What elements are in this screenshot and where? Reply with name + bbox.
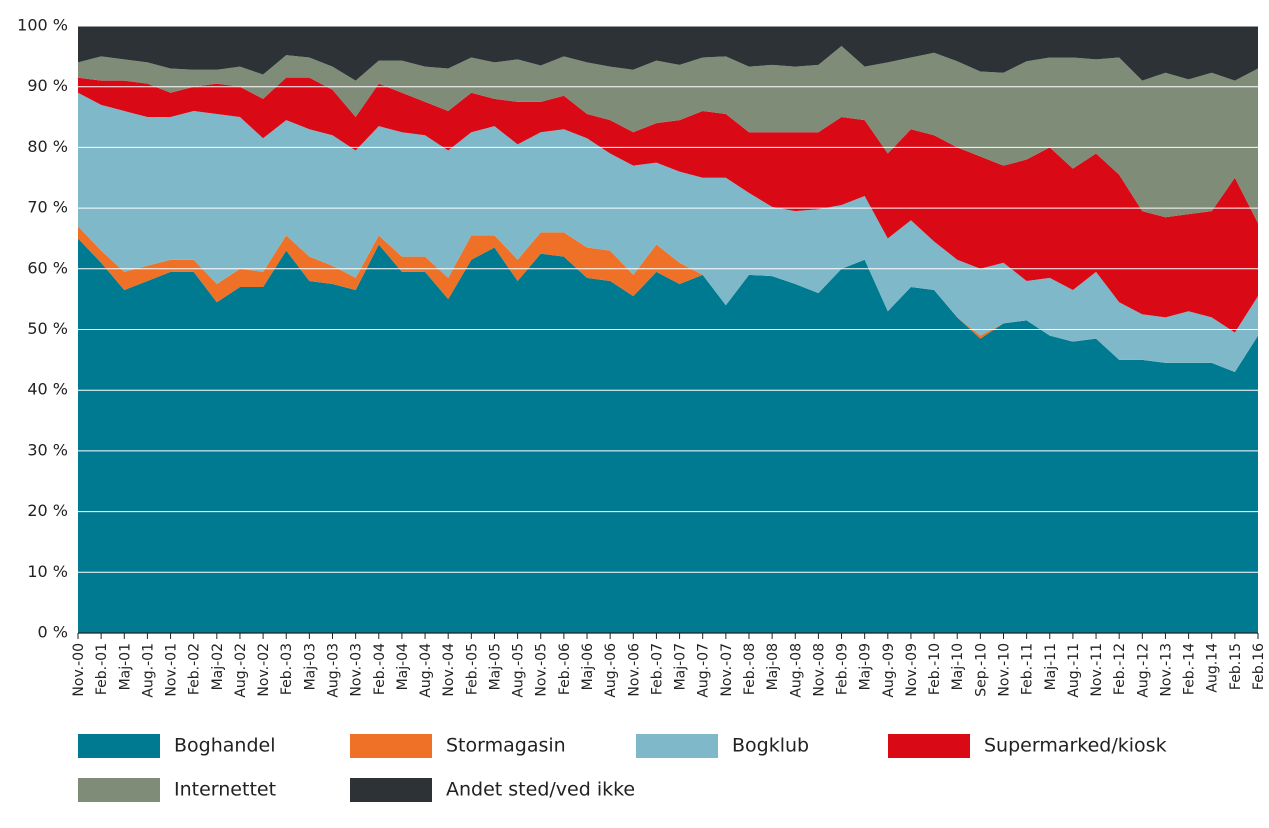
legend-label: Stormagasin [446,735,566,757]
x-tick-label: Feb.-05 [464,643,480,695]
x-tick-label: Feb.-06 [557,643,573,695]
x-tick-label: Maj-01 [117,643,133,690]
x-tick-label: Feb.-02 [187,643,203,695]
x-tick-label: Aug.-11 [1066,643,1082,698]
y-tick-label: 50 % [27,319,68,338]
x-tick-label: Maj-04 [395,643,411,691]
y-tick-label: 60 % [27,258,68,277]
area [78,77,1258,333]
legend-swatch [350,734,432,758]
y-tick-label: 30 % [27,440,68,459]
x-tick-label: Maj-08 [765,643,781,690]
legend-label: Boghandel [174,735,275,757]
x-tick-label: Maj-05 [487,643,503,690]
y-tick-label: 90 % [27,76,68,95]
y-tick-label: 0 % [38,623,68,642]
x-tick-label: Aug.-06 [603,643,619,698]
x-tick-label: Aug.-02 [233,643,249,698]
area [78,238,1258,633]
x-tick-label: Nov.-02 [256,643,272,697]
x-tick-label: Feb.-01 [94,643,110,695]
area [78,92,1258,372]
legend-label: Bogklub [732,735,809,757]
x-tick-label: Nov.-10 [996,643,1012,697]
x-tick-label: Maj-07 [673,643,689,690]
legend-swatch [78,734,160,758]
x-tick-label: Aug.14 [1205,643,1221,693]
y-tick-label: 80 % [27,137,68,156]
x-tick-label: Feb.-07 [649,643,665,695]
x-tick-label: Nov.-00 [71,643,87,697]
legend-label: Supermarked/kiosk [984,735,1167,757]
x-tick-label: Maj-09 [858,643,874,690]
x-tick-label: Maj-02 [210,643,226,690]
x-tick-label: Aug.-05 [511,643,527,698]
x-tick-label: Feb.-12 [1112,643,1128,695]
y-tick-label: 100 % [17,16,68,35]
legend-swatch [350,778,432,802]
x-tick-label: Nov.-07 [719,643,735,697]
x-tick-label: Sep.-10 [973,643,989,697]
x-tick-label: Feb.16 [1251,643,1267,690]
legend-swatch [636,734,718,758]
x-tick-label: Aug.-07 [696,643,712,698]
x-tick-label: Nov.-13 [1158,643,1174,697]
area [78,226,1258,372]
area [78,26,1258,81]
x-tick-label: Feb.-10 [927,643,943,695]
x-tick-label: Aug.-04 [418,643,434,698]
y-tick-label: 10 % [27,562,68,581]
x-tick-label: Feb.15 [1228,643,1244,690]
x-tick-label: Feb.-08 [742,643,758,695]
x-tick-label: Nov.-04 [441,643,457,697]
x-tick-label: Feb.-11 [1020,643,1036,695]
x-tick-label: Aug.-01 [140,643,156,698]
x-tick-label: Nov.-06 [626,643,642,697]
x-tick-label: Feb.-09 [835,643,851,695]
x-tick-label: Feb.-04 [372,643,388,695]
x-tick-label: Nov.-03 [349,643,365,697]
x-tick-label: Nov.-11 [1089,643,1105,697]
x-tick-label: Nov.-01 [164,643,180,697]
x-tick-label: Feb.-14 [1182,643,1198,695]
x-tick-label: Aug.-08 [788,643,804,698]
y-tick-label: 70 % [27,198,68,217]
x-tick-label: Aug.-12 [1135,643,1151,698]
x-tick-label: Nov.-08 [811,643,827,697]
x-tick-label: Maj-06 [580,643,596,691]
x-tick-label: Maj-11 [1043,643,1059,690]
y-tick-label: 20 % [27,501,68,520]
x-tick-label: Maj-10 [950,643,966,690]
x-tick-label: Maj-03 [302,643,318,690]
legend-label: Internettet [174,779,276,801]
legend-swatch [888,734,970,758]
y-tick-label: 40 % [27,380,68,399]
x-tick-label: Aug.-09 [881,643,897,698]
x-tick-label: Nov.-09 [904,643,920,697]
legend-swatch [78,778,160,802]
legend-label: Andet sted/ved ikke [446,779,635,801]
x-tick-label: Feb.-03 [279,643,295,695]
x-tick-label: Aug.-03 [326,643,342,698]
area [78,46,1258,224]
x-tick-label: Nov.-05 [534,643,550,697]
